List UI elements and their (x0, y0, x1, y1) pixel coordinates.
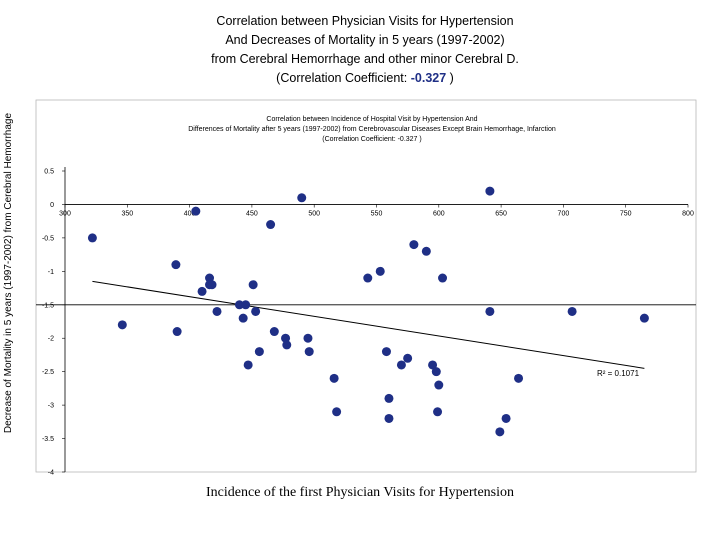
data-point (269, 327, 279, 337)
x-tick-label: 750 (620, 210, 632, 217)
data-point (241, 300, 251, 310)
data-point (381, 347, 391, 357)
data-point (332, 407, 342, 417)
slide-title: Correlation between Physician Visits for… (130, 12, 600, 88)
inner-title-line-3: (Correlation Coefficient: -0.327 ) (322, 136, 421, 143)
y-tick-label: -0.5 (42, 235, 54, 242)
data-point (396, 360, 406, 370)
data-point (282, 340, 292, 350)
slide-title-line-2: And Decreases of Mortality in 5 years (1… (225, 33, 505, 47)
axes (62, 167, 689, 473)
data-point (117, 320, 127, 330)
data-point (438, 273, 448, 283)
data-point (248, 280, 258, 290)
y-tick-label: -1.5 (42, 302, 54, 309)
data-point (171, 260, 181, 270)
coef-label: (Correlation Coefficient: (276, 71, 411, 85)
data-point (409, 240, 419, 250)
data-point (639, 313, 649, 323)
data-point (384, 393, 394, 403)
data-point (363, 273, 373, 283)
data-point (421, 246, 431, 256)
coef-close: ) (446, 71, 454, 85)
data-point (303, 333, 313, 343)
data-point (172, 327, 182, 337)
data-point (238, 313, 248, 323)
data-point (266, 220, 276, 230)
r-squared-label: R² = 0.1071 (597, 369, 640, 378)
x-tick-label: 550 (371, 210, 383, 217)
data-point (254, 347, 264, 357)
x-tick-label: 300 (59, 210, 71, 217)
data-point (251, 306, 261, 316)
data-point (191, 206, 201, 216)
data-point (434, 380, 444, 390)
y-tick-label: -3.5 (42, 436, 54, 443)
data-point (297, 193, 307, 203)
x-tick-label: 800 (682, 210, 694, 217)
data-point (234, 300, 244, 310)
data-point (375, 266, 385, 276)
data-point (514, 373, 524, 383)
lines (36, 280, 696, 369)
data-point (384, 413, 394, 423)
data-point (304, 347, 314, 357)
x-tick-label: 400 (184, 210, 196, 217)
x-tick-label: 350 (121, 210, 133, 217)
data-point (281, 333, 291, 343)
data-point (207, 280, 217, 290)
y-tick-label: -3 (48, 403, 54, 410)
data-point (485, 186, 495, 196)
slide-title-line-3: from Cerebral Hemorrhage and other minor… (211, 52, 519, 66)
data-point (197, 286, 207, 296)
data-point (212, 306, 222, 316)
data-point (433, 407, 443, 417)
slide-title-line-1: Correlation between Physician Visits for… (216, 14, 514, 28)
x-tick-label: 500 (308, 210, 320, 217)
data-point (243, 360, 253, 370)
chart-frame (35, 99, 697, 473)
y-tick-label: -2.5 (42, 369, 54, 376)
trend-line (92, 280, 645, 369)
y-tick-label: 0 (50, 202, 54, 209)
data-point (501, 413, 511, 423)
x-tick-label: 650 (495, 210, 507, 217)
slide-title-line-4: (Correlation Coefficient: -0.327 ) (130, 69, 600, 88)
data-point (428, 360, 438, 370)
x-tick-label: 450 (246, 210, 258, 217)
data-points (87, 186, 649, 437)
data-point (329, 373, 339, 383)
data-point (485, 306, 495, 316)
data-point (567, 306, 577, 316)
x-axis-label: Incidence of the first Physician Visits … (206, 485, 514, 500)
y-tick-label: 0.5 (44, 169, 54, 176)
tick-labels: 300 350 400 450 500 550 600 650 700 750 800 0.5 0 -0.… (42, 169, 694, 477)
data-point (87, 233, 97, 243)
data-point (403, 353, 413, 363)
y-tick-label: -4 (48, 470, 54, 477)
x-tick-label: 700 (558, 210, 570, 217)
data-point (495, 427, 505, 437)
data-point (431, 367, 441, 377)
inner-title-line-1: Correlation between Incidence of Hospita… (266, 116, 477, 123)
coef-value: -0.327 (410, 71, 447, 85)
x-tick-label: 600 (433, 210, 445, 217)
y-tick-label: -2 (48, 336, 54, 343)
inner-title-line-2: Differences of Mortality after 5 years (… (188, 126, 556, 133)
y-tick-label: -1 (48, 269, 54, 276)
